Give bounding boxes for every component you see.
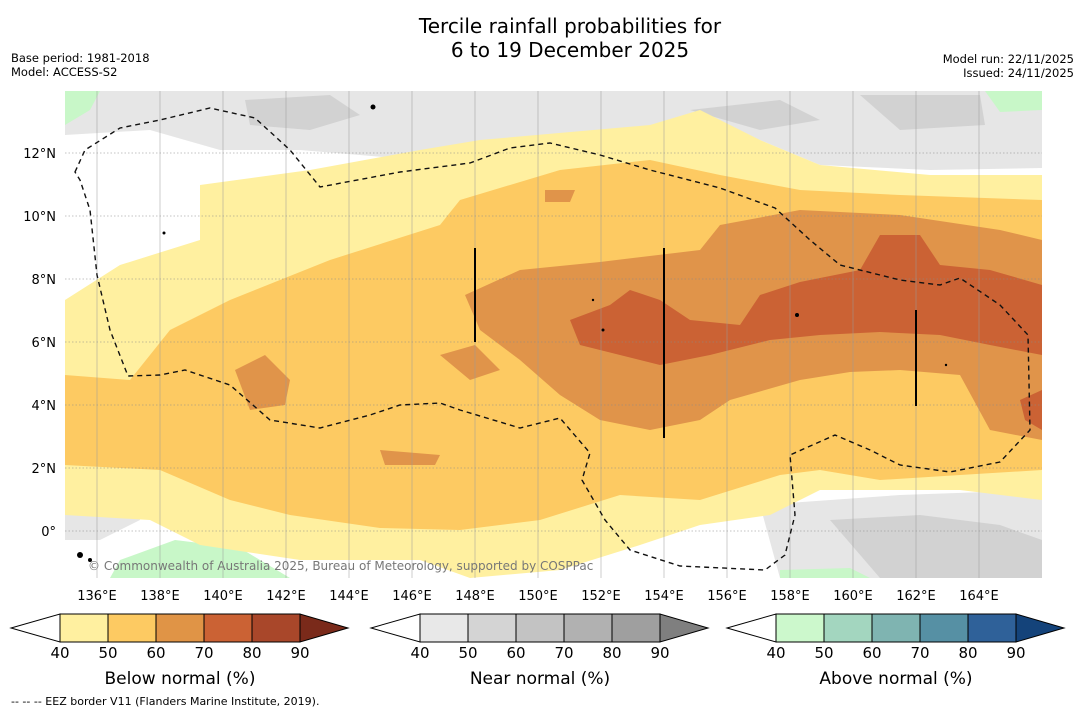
longitude-labels: 136°E 138°E 140°E 142°E 144°E 146°E 148°E 150°E… [77, 589, 999, 604]
colorbar-swatch [107, 613, 157, 643]
lon-label: 148°E [455, 589, 495, 604]
colorbar-tick: 70 [554, 644, 573, 662]
lon-label: 150°E [518, 589, 558, 604]
colorbar-tick: 60 [506, 644, 525, 662]
eez-footnote: -- -- -- EEZ border V11 (Flanders Marine… [11, 695, 320, 708]
lon-label: 152°E [581, 589, 621, 604]
colorbar-swatch [775, 613, 825, 643]
lat-label: 0° [41, 525, 56, 540]
model-name: Model: ACCESS-S2 [11, 65, 118, 79]
lat-label: 12°N [23, 147, 56, 162]
lon-label: 160°E [833, 589, 873, 604]
colorbar-tick: 40 [50, 644, 69, 662]
colorbars: 40 50 60 70 80 90 40 50 60 70 80 90 40 50 60 70 80 90 [9, 613, 1066, 662]
below-normal-70-east [1020, 390, 1042, 430]
colorbar-swatch [203, 613, 253, 643]
probability-field: © Commonwealth of Australia 2025, Bureau… [65, 91, 1042, 578]
colorbar-tick: 50 [814, 644, 833, 662]
lon-label: 138°E [140, 589, 180, 604]
above-normal-s [780, 568, 870, 578]
lon-label: 136°E [77, 589, 117, 604]
eez-border [74, 107, 1031, 571]
lat-label: 4°N [32, 399, 57, 414]
colorbar-tick: 80 [242, 644, 261, 662]
colorbar-left-arrow [369, 613, 421, 643]
issued-date: Issued: 24/11/2025 [963, 66, 1074, 80]
colorbar-tick: 50 [98, 644, 117, 662]
lon-label: 142°E [266, 589, 306, 604]
colorbar-2: 40 50 60 70 80 90 [725, 613, 1066, 662]
colorbar-swatch [59, 613, 109, 643]
above-normal-ne [985, 91, 1042, 112]
colorbar-swatch [611, 613, 661, 643]
map-title: Tercile rainfall probabilities for 6 to … [0, 14, 1085, 62]
colorbar-label-near: Near normal (%) [469, 669, 611, 689]
colorbar-right-arrow [299, 613, 350, 643]
colorbar-1: 40 50 60 70 80 90 [369, 613, 710, 662]
colorbar-swatch [155, 613, 205, 643]
lon-label: 144°E [329, 589, 369, 604]
lon-label: 162°E [896, 589, 936, 604]
colorbar-tick: 90 [290, 644, 309, 662]
colorbar-tick: 70 [194, 644, 213, 662]
lon-label: 146°E [392, 589, 432, 604]
colorbar-right-arrow [1015, 613, 1066, 643]
colorbar-right-arrow [659, 613, 710, 643]
colorbar-swatch [871, 613, 921, 643]
colorbar-swatch [823, 613, 873, 643]
colorbar-tick: 40 [766, 644, 785, 662]
lat-label: 2°N [32, 462, 57, 477]
lon-label: 164°E [959, 589, 999, 604]
base-period: Base period: 1981-2018 [11, 51, 150, 65]
copyright-text: © Commonwealth of Australia 2025, Bureau… [88, 559, 593, 573]
colorbar-label-above: Above normal (%) [819, 669, 973, 689]
lon-label: 158°E [770, 589, 810, 604]
colorbar-swatch [251, 613, 301, 643]
lat-label: 6°N [32, 336, 57, 351]
colorbar-tick: 80 [602, 644, 621, 662]
above-normal-nw [65, 91, 100, 125]
lon-label: 154°E [644, 589, 684, 604]
colorbar-tick: 90 [1006, 644, 1025, 662]
colorbar-tick: 80 [958, 644, 977, 662]
colorbar-swatch [919, 613, 969, 643]
lat-label: 8°N [32, 273, 57, 288]
islands [77, 104, 948, 562]
colorbar-swatch [967, 613, 1017, 643]
colorbar-label-below: Below normal (%) [104, 669, 256, 689]
colorbar-swatch [467, 613, 517, 643]
latitude-labels: 12°N 10°N 8°N 6°N 4°N 2°N 0° [23, 147, 56, 540]
below-normal-70 [570, 235, 1042, 365]
colorbar-tick: 40 [410, 644, 429, 662]
colorbar-left-arrow [9, 613, 61, 643]
colorbar-0: 40 50 60 70 80 90 [9, 613, 350, 662]
colorbar-tick: 50 [458, 644, 477, 662]
colorbar-swatch [563, 613, 613, 643]
near-normal-north-dark [245, 95, 985, 130]
lon-label: 156°E [707, 589, 747, 604]
meta-left: Base period: 1981-2018 Model: ACCESS-S2 [11, 51, 150, 79]
colorbar-swatch [515, 613, 565, 643]
model-run-date: Model run: 22/11/2025 [942, 52, 1074, 66]
lon-label: 140°E [203, 589, 243, 604]
colorbar-tick: 70 [910, 644, 929, 662]
colorbar-tick: 90 [650, 644, 669, 662]
title-line-2: 6 to 19 December 2025 [450, 38, 690, 62]
lat-label: 10°N [23, 210, 56, 225]
colorbar-swatch [419, 613, 469, 643]
meta-right: Model run: 22/11/2025 Issued: 24/11/2025 [943, 52, 1074, 80]
colorbar-left-arrow [725, 613, 777, 643]
title-line-1: Tercile rainfall probabilities for [418, 14, 722, 38]
colorbar-tick: 60 [146, 644, 165, 662]
colorbar-tick: 60 [862, 644, 881, 662]
above-normal-sw [110, 540, 290, 578]
